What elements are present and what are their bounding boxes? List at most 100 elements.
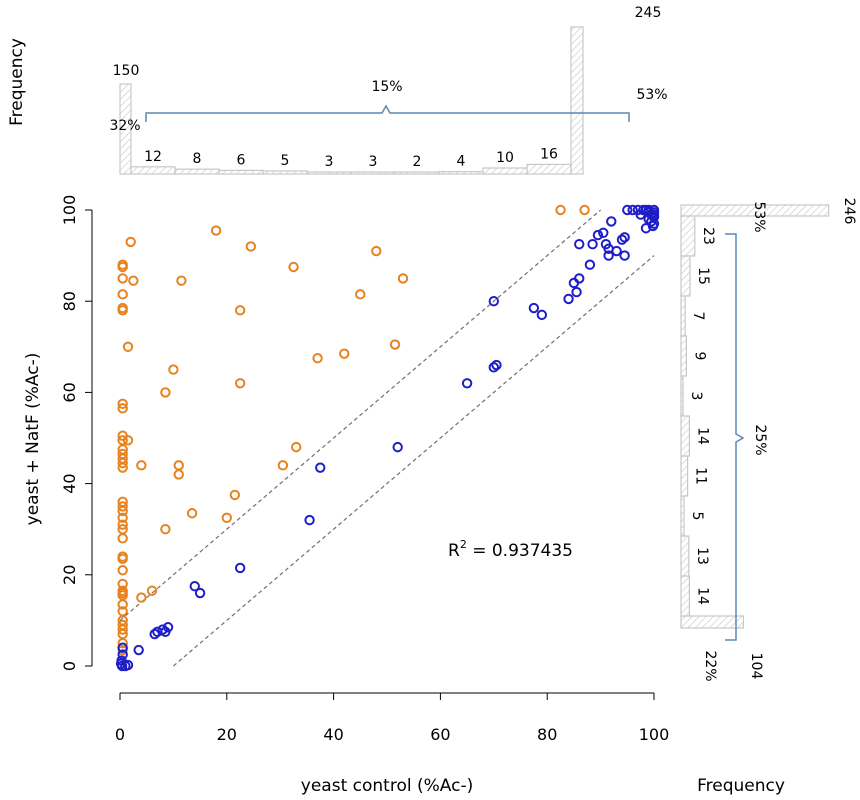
blue-data-point xyxy=(640,204,652,216)
y-axis-title: yeast + NatF (%Ac-) xyxy=(23,353,43,526)
blue-data-point xyxy=(571,286,582,298)
top-histogram-bar xyxy=(306,171,352,175)
plot-axes: 0 20 40 60 80 100 0 20 40 60 80 100 xyxy=(60,195,669,744)
diagonal-line xyxy=(119,209,601,621)
diagonal-line xyxy=(173,255,655,667)
orange-data-point xyxy=(117,505,128,517)
right-histogram-bar xyxy=(680,495,685,537)
blue-data-point xyxy=(117,642,128,653)
blue-data-point xyxy=(157,624,168,635)
blue-data-point xyxy=(491,359,502,371)
right-histogram-bar xyxy=(680,535,690,577)
orange-data-point xyxy=(397,273,409,284)
orange-data-point xyxy=(555,204,566,216)
right-histogram-bar xyxy=(680,575,690,617)
top-histogram-count: 4 xyxy=(457,154,466,170)
orange-data-point xyxy=(173,460,184,471)
top-pct-high: 53% xyxy=(636,87,667,103)
right-histogram-bar xyxy=(680,255,691,297)
orange-data-point xyxy=(122,341,134,352)
orange-data-point xyxy=(221,512,233,523)
blue-data-point xyxy=(616,234,628,245)
r-squared-prefix: R xyxy=(448,541,460,561)
right-pct-low: 22% xyxy=(702,650,718,681)
right-histogram-count: 5 xyxy=(689,512,705,521)
top-histogram-count: 12 xyxy=(144,149,162,165)
orange-data-point xyxy=(186,508,198,519)
blue-data-point xyxy=(304,514,315,526)
orange-data-point xyxy=(117,403,128,414)
orange-data-point xyxy=(234,305,246,316)
orange-data-point xyxy=(579,204,590,216)
top-histogram-bar xyxy=(174,168,220,175)
orange-data-point xyxy=(288,261,299,273)
blue-data-point xyxy=(392,441,403,453)
y-tick-label: 100 xyxy=(60,195,79,226)
top-histogram-count: 245 xyxy=(635,5,662,21)
blue-data-point xyxy=(315,462,326,473)
blue-data-point xyxy=(587,239,598,250)
orange-data-point xyxy=(122,435,134,446)
orange-data-point xyxy=(160,524,171,535)
blue-data-point xyxy=(622,204,633,216)
orange-data-point xyxy=(136,460,147,471)
top-histogram-count: 6 xyxy=(237,152,246,168)
right-histogram-count: 246 xyxy=(841,198,857,225)
right-histogram: 246 23 15 7 9 3 14 11 5 13 14 104 25% 53% 22% xyxy=(680,198,857,682)
top-brace xyxy=(145,104,630,122)
right-histogram-bar xyxy=(680,215,696,257)
right-pct-mid: 25% xyxy=(752,424,768,455)
top-histogram-bar xyxy=(482,167,528,175)
top-histogram: 150 12 8 6 5 3 3 2 4 10 16 245 15% 32% 53% xyxy=(109,5,668,175)
right-histogram-count: 14 xyxy=(694,427,710,445)
top-histogram-bar xyxy=(570,26,584,175)
blue-data-point xyxy=(116,660,128,672)
orange-data-point xyxy=(117,261,128,273)
orange-data-point xyxy=(117,638,128,649)
y-tick-label: 60 xyxy=(60,382,79,402)
orange-data-point xyxy=(117,519,128,530)
blue-data-point xyxy=(536,309,548,321)
blue-data-point xyxy=(574,239,585,250)
top-histogram-count: 2 xyxy=(413,154,422,170)
right-histogram-bar xyxy=(680,204,830,217)
blue-data-point xyxy=(488,296,499,307)
orange-data-point xyxy=(117,512,128,523)
top-histogram-count: 8 xyxy=(193,151,202,167)
orange-data-point xyxy=(117,289,128,300)
blue-data-point xyxy=(592,229,604,241)
blue-data-point xyxy=(598,227,609,239)
blue-data-point xyxy=(234,562,246,574)
right-histogram-bar xyxy=(680,335,688,377)
right-histogram-bar xyxy=(680,615,745,629)
right-histogram-count: 7 xyxy=(690,312,706,321)
x-tick-label: 60 xyxy=(430,725,450,744)
diagonal-reference-lines xyxy=(119,209,655,667)
orange-data-point xyxy=(117,273,128,284)
right-histogram-count: 9 xyxy=(691,352,707,361)
top-histogram-title: Frequency xyxy=(7,38,27,126)
orange-data-point xyxy=(339,348,350,359)
orange-data-point xyxy=(117,553,128,565)
orange-data-point xyxy=(389,339,401,350)
right-histogram-count: 14 xyxy=(694,587,710,605)
top-histogram-bar xyxy=(350,171,396,175)
top-pct-low: 32% xyxy=(109,118,140,134)
orange-data-point xyxy=(176,275,187,286)
top-histogram-count: 150 xyxy=(113,63,140,79)
orange-data-point xyxy=(168,364,179,375)
x-tick-label: 80 xyxy=(537,725,557,744)
orange-data-point xyxy=(117,501,128,512)
top-histogram-bar xyxy=(130,166,176,175)
blue-data-point xyxy=(584,259,596,270)
blue-data-point xyxy=(611,245,622,257)
blue-data-point xyxy=(647,220,659,232)
orange-data-point xyxy=(355,289,366,300)
top-histogram-bar xyxy=(262,170,308,175)
blue-data-point xyxy=(461,378,473,389)
blue-data-point xyxy=(162,622,174,633)
y-tick-label: 80 xyxy=(60,291,79,311)
orange-data-point xyxy=(371,245,382,257)
right-histogram-bar xyxy=(680,375,684,417)
orange-data-point xyxy=(146,585,158,596)
